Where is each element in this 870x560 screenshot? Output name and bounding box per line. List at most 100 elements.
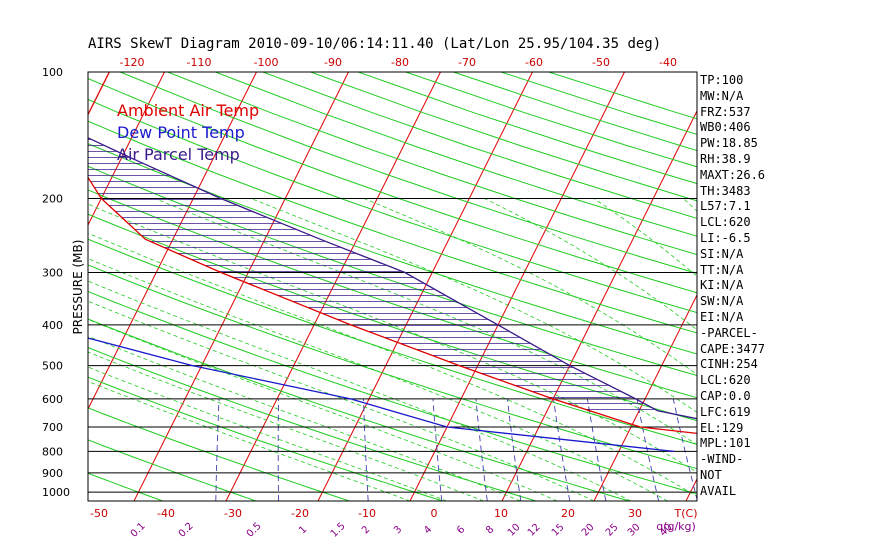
mixing-ratio-tick-label: 25: [604, 522, 621, 539]
mixing-ratio-line: [507, 398, 522, 501]
top-temp-tick-label: -100: [254, 56, 279, 69]
side-panel-item: CAPE:3477: [700, 341, 766, 356]
mixing-ratio-line: [854, 399, 870, 501]
bottom-temp-tick-label: -10: [358, 507, 376, 520]
dry-adiabat: [88, 290, 697, 495]
dry-adiabat: [167, 72, 697, 256]
mixing-ratio-tick-label: 1: [297, 524, 309, 536]
series-line-ambient: [88, 72, 697, 435]
side-panel-item: PW:18.85: [700, 136, 758, 151]
side-panel-item: TP:100: [700, 73, 744, 87]
top-temp-tick-label: -70: [458, 56, 476, 69]
side-panel-item: NOT: [700, 468, 722, 482]
side-panel-item: AVAIL: [700, 483, 737, 498]
dry-adiabat: [0, 72, 70, 501]
side-panel-item: LI:-6.5: [700, 231, 751, 245]
pressure-tick-label: 700: [42, 421, 63, 434]
dry-adiabat: [88, 189, 697, 399]
mixing-ratio-tick-label: 0.5: [245, 521, 264, 540]
mixing-ratio-tick-label: 6: [455, 524, 467, 536]
mixing-ratio-tick-label: 30: [626, 522, 643, 539]
mixing-ratio-tick-label: 8: [484, 524, 496, 536]
isotherm: [0, 72, 73, 501]
side-panel-item: MPL:101: [700, 436, 751, 451]
moist-adiabat: [88, 258, 668, 501]
moist-adiabat: [88, 232, 697, 497]
isotherm: [593, 293, 697, 501]
y-axis-label: PRESSURE (MB): [71, 240, 85, 335]
bottom-temp-tick-label: 10: [494, 507, 508, 520]
mixing-ratio-tick-label: 0.1: [129, 521, 148, 540]
pressure-tick-label: 300: [42, 266, 63, 279]
mixing-ratio-line: [215, 398, 220, 501]
bottom-temp-tick-label: -20: [291, 507, 309, 520]
mixing-ratio-tick-label: 0.2: [177, 521, 196, 540]
side-panel-item: MAXT:26.6: [700, 167, 766, 182]
mixing-ratio-tick-label: 20: [580, 522, 597, 539]
top-temp-tick-label: -80: [391, 56, 409, 69]
mixing-ratio-tick-label: 10: [506, 522, 523, 539]
dry-adiabat: [88, 439, 257, 501]
side-panel-item: -PARCEL-: [700, 325, 758, 340]
plot-frame: [87, 71, 698, 502]
dry-adiabat: [88, 77, 697, 294]
side-panel-item: SI:N/A: [700, 246, 744, 261]
isotherm: [133, 72, 349, 501]
dry-adiabat: [88, 165, 697, 377]
moist-adiabat: [88, 319, 558, 501]
pressure-tick-label: 600: [42, 393, 63, 406]
isotherm: [317, 72, 533, 501]
pressure-tick-label: 500: [42, 360, 63, 373]
dry-adiabat: [88, 98, 697, 314]
side-panel-item: SW:N/A: [700, 294, 744, 309]
bottom-temp-tick-label: 30: [628, 507, 642, 520]
mixing-ratio-line: [757, 399, 787, 501]
pressure-tick-label: 400: [42, 319, 63, 332]
dry-adiabat: [88, 120, 697, 334]
mixing-ratio-line: [432, 398, 443, 501]
mixing-ratio-label: q(g/kg): [656, 520, 696, 533]
side-panel-item: WB0:406: [700, 120, 751, 135]
top-temp-tick-label: -90: [324, 56, 342, 69]
mixing-ratio-line: [796, 399, 829, 501]
legend-label: Dew Point Temp: [117, 123, 245, 142]
dry-adiabat: [310, 72, 697, 202]
top-temp-tick-label: -60: [525, 56, 543, 69]
moist-adiabat: [88, 380, 411, 501]
side-panel-item: RH:38.9: [700, 152, 751, 166]
mixing-ratio-tick-label: 15: [550, 522, 567, 539]
side-panel-item: FRZ:537: [700, 104, 751, 119]
side-panel-item: LCL:620: [700, 215, 751, 230]
side-panel-item: LCL:620: [700, 373, 751, 388]
dry-adiabat: [453, 72, 697, 152]
top-temp-tick-label: -40: [659, 56, 677, 69]
moist-adiabat: [363, 198, 697, 376]
top-temp-tick-label: -110: [187, 56, 212, 69]
isotherm: [88, 72, 257, 411]
mixing-ratio-line: [828, 399, 863, 501]
legend-label: Air Parcel Temp: [117, 145, 240, 164]
moist-adiabat: [88, 366, 447, 501]
side-panel-item: LFC:619: [700, 404, 751, 419]
moist-adiabat: [154, 198, 697, 446]
dry-adiabat: [88, 376, 443, 501]
mixing-ratio-tick-label: 4: [422, 524, 434, 536]
x-axis-label: T(C): [674, 507, 698, 520]
mixing-ratio-tick-label: 3: [392, 524, 404, 536]
isotherm: [225, 72, 441, 501]
mixing-ratio-line: [475, 398, 488, 501]
dry-adiabat: [88, 264, 697, 470]
bottom-temp-tick-label: -50: [90, 507, 108, 520]
pressure-tick-label: 200: [42, 192, 63, 205]
mixing-ratio-tick-label: 12: [526, 522, 543, 539]
bottom-temp-tick-label: -40: [157, 507, 175, 520]
bottom-temp-tick-label: -30: [224, 507, 242, 520]
mixing-ratio-tick-label: 1.5: [329, 521, 348, 540]
isotherm: [778, 72, 870, 501]
moist-adiabat: [250, 198, 697, 413]
side-panel-item: EI:N/A: [700, 310, 744, 324]
pressure-tick-label: 900: [42, 467, 63, 480]
legend-label: Ambient Air Temp: [117, 101, 259, 120]
dry-adiabat: [88, 143, 697, 355]
